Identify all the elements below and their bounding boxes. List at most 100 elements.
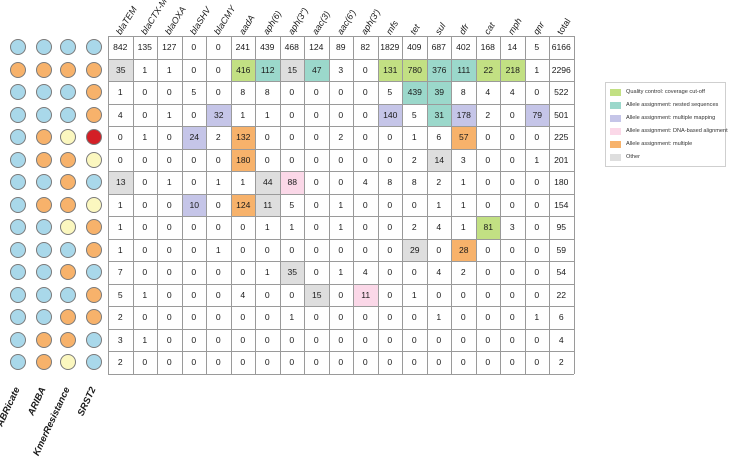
- count-cell-r9-c18: 59: [556, 244, 567, 255]
- count-cell-r6-c3: 0: [191, 177, 197, 187]
- count-cell-r10-c15: 0: [485, 267, 491, 277]
- tool-dot-r10-kmerresistance: [60, 264, 76, 281]
- tool-dot-r10-srst2: [86, 264, 102, 281]
- count-cell-r4-c12: 1: [411, 132, 417, 142]
- count-cell-r12-c10: 0: [362, 312, 368, 322]
- tool-dot-r1-srst2: [86, 61, 102, 78]
- count-cell-r13-c2: 0: [166, 334, 172, 345]
- tool-dot-r6-abricate: [10, 174, 26, 191]
- count-cell-r5-c17: 1: [534, 154, 540, 165]
- count-cell-r6-c6: 44: [256, 172, 280, 194]
- count-cell-r13-c15: 0: [485, 334, 491, 345]
- tool-dot-r9-kmerresistance: [60, 241, 76, 258]
- tool-dot-r13-srst2: [86, 331, 102, 348]
- tool-dot-r13-kmerresistance: [60, 331, 76, 348]
- count-cell-r0-c14: 402: [456, 42, 471, 52]
- table-row-divider: [108, 216, 574, 217]
- count-cell-r13-c5: 0: [240, 334, 246, 345]
- count-cell-r8-c10: 0: [362, 222, 368, 232]
- count-cell-r9-c6: 0: [264, 244, 270, 255]
- count-cell-r1-c15: 22: [476, 59, 500, 81]
- table-column-divider: [181, 36, 183, 374]
- count-cell-r11-c14: 0: [460, 289, 466, 300]
- count-cell-r14-c11: 0: [387, 357, 393, 367]
- count-cell-r5-c18: 201: [554, 154, 569, 165]
- table-column-divider: [573, 36, 575, 374]
- count-cell-r7-c12: 0: [411, 199, 417, 210]
- count-cell-r2-c18: 522: [554, 87, 569, 97]
- count-cell-r12-c15: 0: [485, 312, 491, 322]
- count-cell-r3-c15: 2: [485, 109, 491, 120]
- count-cell-r11-c1: 1: [142, 289, 148, 300]
- tool-dot-r1-abricate: [10, 61, 26, 78]
- table-column-divider: [402, 36, 403, 374]
- count-cell-r10-c1: 0: [142, 267, 148, 277]
- count-cell-r0-c1: 135: [137, 42, 152, 52]
- count-cell-r8-c15: 81: [476, 217, 500, 239]
- legend-item-2: Allele assignment: multiple mapping: [610, 114, 722, 124]
- count-cell-r4-c3: 24: [182, 127, 206, 149]
- legend-item-0: Quality control: coverage cut-off: [610, 88, 722, 98]
- tool-dot-r5-ariba: [36, 151, 52, 168]
- count-cell-r5-c15: 0: [485, 154, 491, 165]
- count-cell-r14-c7: 0: [289, 357, 295, 367]
- count-cell-r8-c0: 1: [117, 222, 123, 232]
- count-cell-r7-c9: 1: [338, 199, 344, 210]
- count-cell-r1-c10: 0: [362, 64, 368, 75]
- count-cell-r13-c4: 0: [215, 334, 221, 345]
- count-cell-r7-c8: 0: [313, 199, 319, 210]
- count-cell-r10-c4: 0: [215, 267, 221, 277]
- count-cell-r10-c12: 0: [411, 267, 417, 277]
- tool-dot-r7-kmerresistance: [60, 196, 76, 213]
- tool-dot-r12-srst2: [86, 309, 102, 326]
- count-cell-r14-c8: 0: [313, 357, 319, 367]
- count-cell-r7-c10: 0: [362, 199, 368, 210]
- count-cell-r11-c2: 0: [166, 289, 172, 300]
- count-cell-r14-c0: 2: [117, 357, 123, 367]
- tool-dot-r0-abricate: [10, 39, 26, 56]
- tool-dot-r8-srst2: [86, 219, 102, 236]
- count-cell-r12-c7: 1: [289, 312, 295, 322]
- tool-dot-r7-abricate: [10, 196, 26, 213]
- count-cell-r9-c14: 28: [452, 239, 476, 261]
- count-cell-r9-c16: 0: [509, 244, 515, 255]
- count-cell-r2-c13: 39: [427, 82, 451, 104]
- count-cell-r6-c0: 13: [109, 172, 133, 194]
- count-cell-r14-c10: 0: [362, 357, 368, 367]
- count-cell-r1-c4: 0: [215, 64, 221, 75]
- count-cell-r14-c1: 0: [142, 357, 148, 367]
- count-cell-r11-c6: 0: [264, 289, 270, 300]
- count-cell-r13-c8: 0: [313, 334, 319, 345]
- count-cell-r7-c0: 1: [117, 199, 123, 210]
- tool-dot-r5-kmerresistance: [60, 151, 76, 168]
- count-cell-r6-c7: 88: [280, 172, 304, 194]
- count-cell-r4-c6: 0: [264, 132, 270, 142]
- count-cell-r7-c13: 1: [436, 199, 442, 210]
- tool-dot-r9-ariba: [36, 241, 52, 258]
- amr-gene-comparison-figure: blaTEM blaCTX-M blaOXA blaSHV blaCMY aadA aph(…: [0, 0, 728, 458]
- count-cell-r11-c11: 0: [387, 289, 393, 300]
- tool-dot-r3-abricate: [10, 106, 26, 123]
- tool-dot-r14-srst2: [86, 354, 102, 371]
- count-cell-r1-c7: 15: [280, 59, 304, 81]
- count-cell-r14-c14: 0: [460, 357, 466, 367]
- count-cell-r11-c9: 0: [338, 289, 344, 300]
- count-cell-r0-c11: 1829: [380, 42, 400, 52]
- count-cell-r11-c16: 0: [509, 289, 515, 300]
- count-cell-r9-c5: 0: [240, 244, 246, 255]
- count-cell-r14-c5: 0: [240, 357, 246, 367]
- count-cell-r4-c4: 2: [215, 132, 221, 142]
- count-cell-r14-c2: 0: [166, 357, 172, 367]
- count-cell-r12-c16: 0: [509, 312, 515, 322]
- count-cell-r8-c9: 1: [338, 222, 344, 232]
- legend-swatch: [610, 115, 621, 122]
- tool-dot-r9-abricate: [10, 241, 26, 258]
- count-cell-r9-c9: 0: [338, 244, 344, 255]
- count-cell-r3-c16: 0: [509, 109, 515, 120]
- count-cell-r10-c0: 7: [117, 267, 123, 277]
- count-cell-r14-c16: 0: [509, 357, 515, 367]
- table-row-divider: [108, 306, 574, 307]
- count-cell-r13-c7: 0: [289, 334, 295, 345]
- count-cell-r2-c5: 8: [240, 87, 246, 97]
- count-cell-r3-c11: 140: [378, 104, 402, 126]
